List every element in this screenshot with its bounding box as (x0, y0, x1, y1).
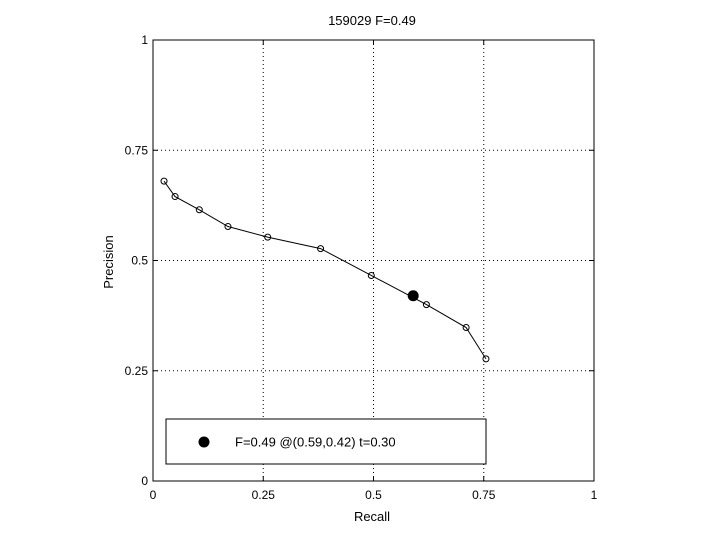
data-point (367, 271, 375, 279)
data-point (224, 223, 232, 231)
data-point (317, 245, 325, 253)
series-group (160, 177, 490, 363)
legend-label: F=0.49 @(0.59,0.42) t=0.30 (235, 435, 396, 450)
data-point (195, 206, 203, 214)
x-tick-label: 1 (591, 488, 598, 502)
x-tick-label: 0.25 (252, 488, 276, 502)
y-tick-label: 0 (141, 474, 148, 488)
data-point (482, 355, 490, 363)
data-point (171, 193, 179, 201)
x-tick-label: 0.5 (365, 488, 382, 502)
data-point (264, 233, 272, 241)
x-axis-label: Recall (354, 509, 390, 524)
best-f-point (407, 290, 419, 302)
y-tick-label: 0.25 (125, 364, 149, 378)
x-tick-label: 0 (150, 488, 157, 502)
x-tick-label: 0.75 (472, 488, 496, 502)
data-point (422, 301, 430, 309)
grid-lines (153, 40, 594, 481)
y-tick-label: 0.5 (131, 254, 148, 268)
y-axis-label: Precision (101, 235, 116, 288)
legend-marker (198, 436, 210, 448)
y-tick-label: 0.75 (125, 143, 149, 157)
legend-box (165, 418, 487, 465)
series-line (163, 180, 487, 360)
axis-ticks: 0 0.25 0.5 0.75 1 0 0.25 0.5 0.75 1 (125, 33, 598, 502)
data-point (160, 177, 168, 185)
data-point (462, 324, 470, 332)
legend: F=0.49 @(0.59,0.42) t=0.30 (165, 418, 487, 465)
chart-title: 159029 F=0.49 (328, 13, 416, 28)
y-tick-label: 1 (141, 33, 148, 47)
